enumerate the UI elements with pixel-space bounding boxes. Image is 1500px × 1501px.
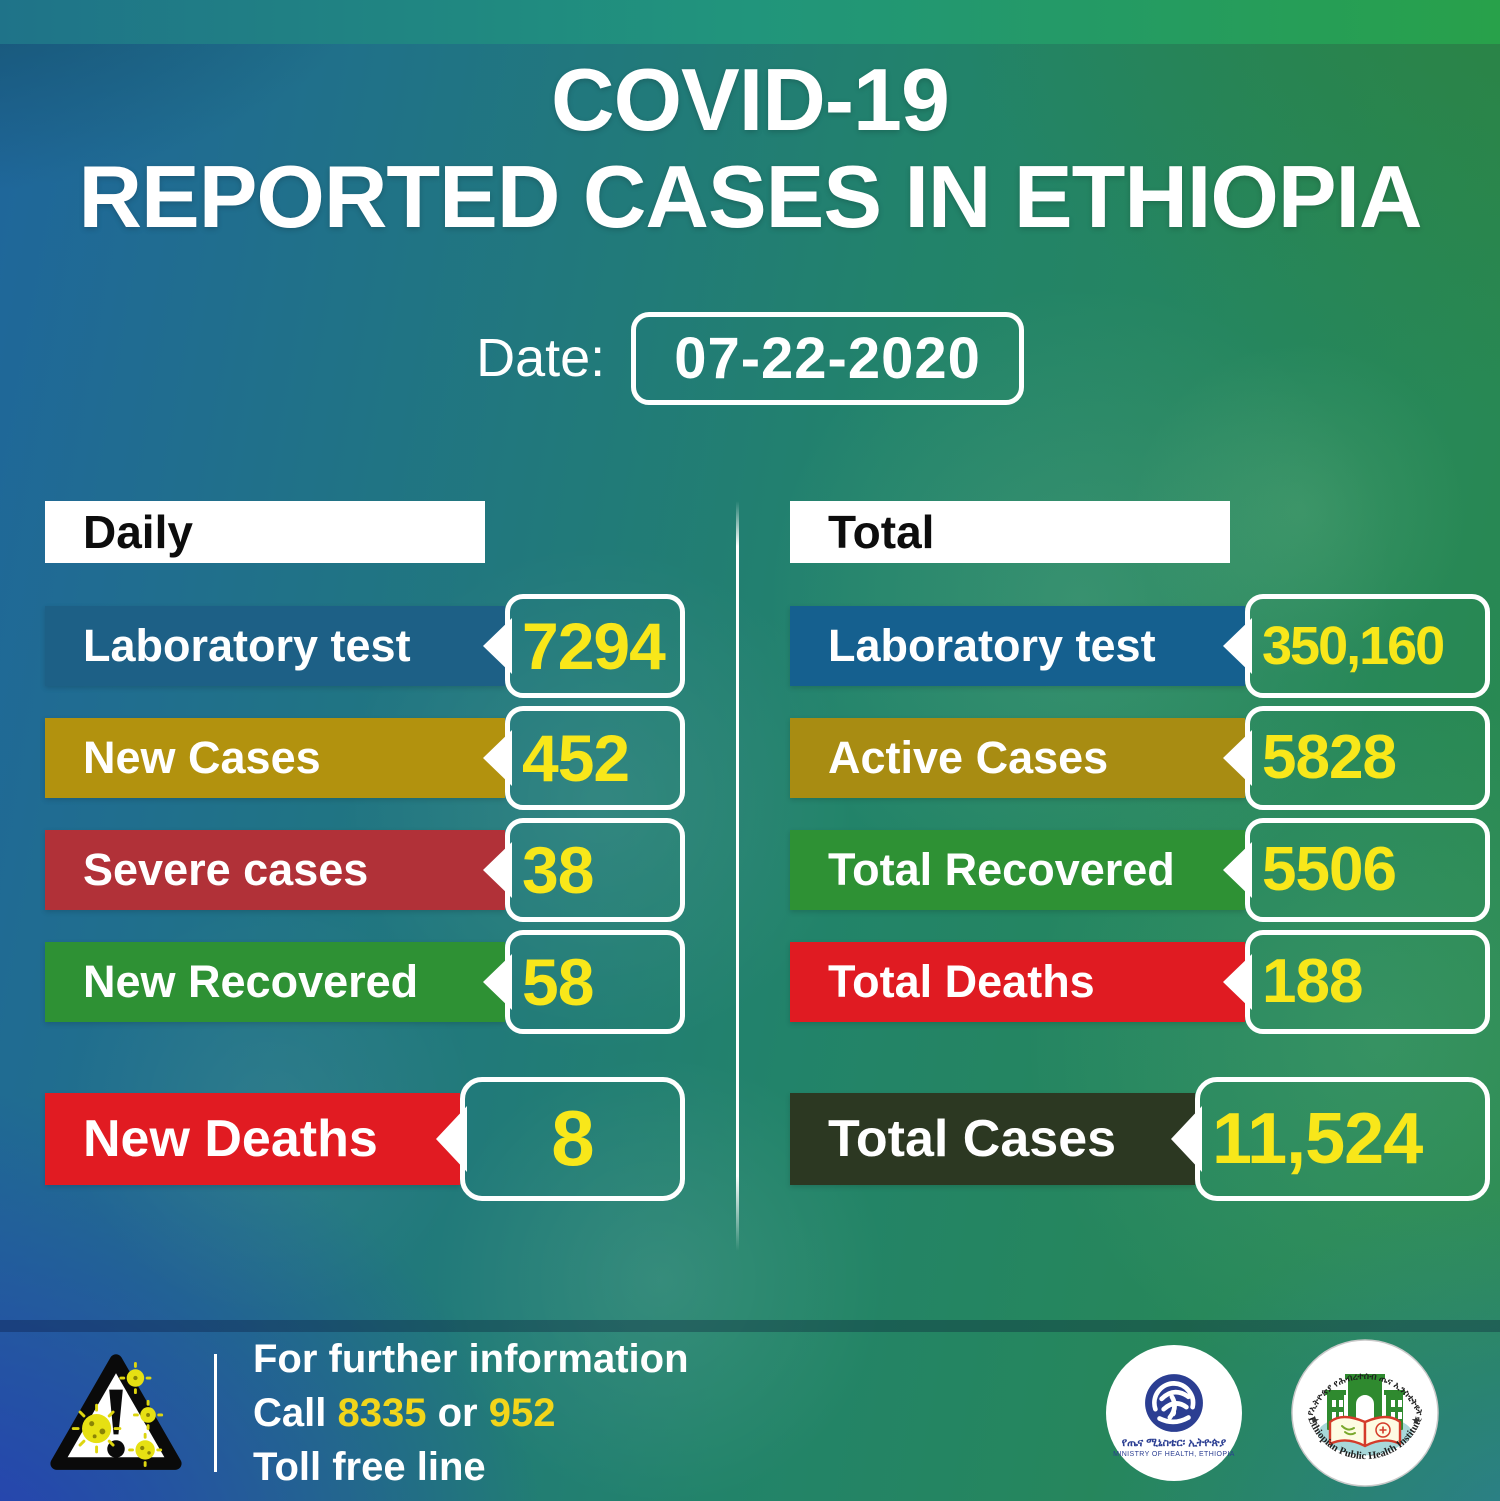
or-label: or: [437, 1390, 478, 1435]
stat-value-box: 38: [483, 817, 685, 922]
stat-bar: Laboratory test: [45, 605, 505, 686]
page-title: COVID-19 REPORTED CASES IN ETHIOPIA: [0, 0, 1500, 246]
footer-info-line1: For further information: [253, 1336, 689, 1381]
left-arrow-icon: [1171, 1105, 1202, 1172]
stat-value-box: 7294: [483, 593, 685, 698]
stat-row-total-lab-test: Laboratory test 350,160: [790, 593, 1490, 698]
title-line-2: REPORTED CASES IN ETHIOPIA: [78, 146, 1422, 246]
stat-row-daily-new-cases: New Cases 452: [45, 705, 685, 810]
stat-bar: Laboratory test: [790, 605, 1245, 686]
stat-row-total-cases: Total Cases 11,524: [790, 1076, 1490, 1201]
stat-value: 350,160: [1262, 615, 1445, 676]
stat-value: 11,524: [1212, 1098, 1423, 1179]
stat-label: Total Recovered: [828, 843, 1175, 895]
stat-value: 5506: [1262, 835, 1397, 905]
left-arrow-icon: [1223, 617, 1252, 674]
stat-bar: New Recovered: [45, 941, 505, 1022]
stat-value-box: 11,524: [1171, 1076, 1490, 1201]
stat-value: 8: [551, 1094, 594, 1183]
stat-value: 5828: [1262, 723, 1397, 793]
date-row: Date: 07-22-2020: [0, 311, 1500, 405]
stat-label: New Deaths: [83, 1109, 378, 1168]
moh-amharic-text: የጤና ሚኒስቴር፡ ኢትዮጵያ: [1121, 1436, 1227, 1449]
stat-value: 58: [522, 944, 594, 1019]
stat-value: 7294: [522, 608, 666, 683]
ephi-logo: የኢትዮጵያ የሕብረተሰብ ጤና ኢንስቲትዩት Ethiopian Publ…: [1290, 1338, 1440, 1488]
footer-info-line3: Toll free line: [253, 1444, 486, 1489]
title-line-1: COVID-19: [551, 50, 950, 149]
stat-value-box: 5506: [1223, 817, 1490, 922]
moh-english-text: MINISTRY OF HEALTH, ETHIOPIA: [1113, 1450, 1235, 1458]
total-column: Total Laboratory test 350,160 Active Cas…: [790, 500, 1490, 1251]
stat-value-box: 8: [436, 1076, 685, 1201]
virus-warning-icon: [48, 1350, 184, 1476]
stat-value-box: 452: [483, 705, 685, 810]
footer-logos: የጤና ሚኒስቴር፡ ኢትዮጵያ MINISTRY OF HEALTH, ETH…: [1106, 1338, 1440, 1488]
daily-rows: Laboratory test 7294 New Cases 452: [45, 593, 685, 1201]
stat-label: Total Deaths: [828, 955, 1095, 1007]
stat-value: 38: [522, 832, 594, 907]
stat-bar: Total Cases: [790, 1092, 1195, 1185]
column-divider: [736, 500, 739, 1251]
daily-column: Daily Laboratory test 7294 New Cases: [45, 500, 685, 1251]
stats-columns: Daily Laboratory test 7294 New Cases: [0, 500, 1500, 1251]
left-arrow-icon: [1223, 953, 1252, 1010]
stat-value-box: 188: [1223, 929, 1490, 1034]
ministry-of-health-logo: የጤና ሚኒስቴር፡ ኢትዮጵያ MINISTRY OF HEALTH, ETH…: [1106, 1344, 1242, 1481]
daily-heading: Daily: [45, 500, 485, 563]
moh-emblem-icon: [1145, 1373, 1203, 1432]
stat-label: Laboratory test: [828, 619, 1156, 671]
stat-value: 188: [1262, 947, 1363, 1017]
stat-label: New Cases: [83, 731, 321, 783]
stat-row-total-recovered: Total Recovered 5506: [790, 817, 1490, 922]
stat-bar: Severe cases: [45, 829, 505, 910]
left-arrow-icon: [436, 1105, 467, 1172]
stat-value-box: 350,160: [1223, 593, 1490, 698]
phone-number-2: 952: [488, 1390, 556, 1435]
left-arrow-icon: [483, 953, 512, 1010]
stat-bar: New Deaths: [45, 1092, 460, 1185]
call-label: Call: [253, 1390, 327, 1435]
stat-bar: Total Deaths: [790, 941, 1245, 1022]
footer-info-text: For further information Call 8335 or 952…: [253, 1332, 689, 1494]
total-rows: Laboratory test 350,160 Active Cases 582…: [790, 593, 1490, 1201]
stat-row-active-cases: Active Cases 5828: [790, 705, 1490, 810]
left-arrow-icon: [1223, 729, 1252, 786]
footer-divider: [214, 1353, 217, 1472]
left-arrow-icon: [483, 729, 512, 786]
column-gap: [685, 500, 790, 1251]
phone-number-1: 8335: [337, 1390, 427, 1435]
date-value-box: 07-22-2020: [631, 311, 1024, 405]
total-heading: Total: [790, 500, 1230, 563]
stat-row-total-deaths: Total Deaths 188: [790, 929, 1490, 1034]
stat-label: Active Cases: [828, 731, 1109, 783]
stat-label: Severe cases: [83, 843, 369, 895]
left-arrow-icon: [483, 617, 512, 674]
stat-value-box: 5828: [1223, 705, 1490, 810]
ephi-star-left: ★: [1310, 1415, 1320, 1427]
stat-bar: New Cases: [45, 717, 505, 798]
left-arrow-icon: [1223, 841, 1252, 898]
stat-row-daily-new-recovered: New Recovered 58: [45, 929, 685, 1034]
stat-value-box: 58: [483, 929, 685, 1034]
stat-label: New Recovered: [83, 955, 419, 1007]
footer-call-line: Call 8335 or 952: [253, 1386, 689, 1440]
ephi-star-right: ★: [1411, 1415, 1421, 1427]
stat-value: 452: [522, 720, 630, 795]
stat-row-daily-severe-cases: Severe cases 38: [45, 817, 685, 922]
left-arrow-icon: [483, 841, 512, 898]
stat-bar: Active Cases: [790, 717, 1245, 798]
stat-bar: Total Recovered: [790, 829, 1245, 910]
footer: For further information Call 8335 or 952…: [0, 1320, 1500, 1501]
stat-label: Total Cases: [828, 1109, 1117, 1168]
stat-row-new-deaths: New Deaths 8: [45, 1076, 685, 1201]
top-accent-strip: [0, 0, 1500, 44]
date-label: Date:: [476, 328, 606, 389]
stat-row-daily-lab-test: Laboratory test 7294: [45, 593, 685, 698]
stat-label: Laboratory test: [83, 619, 411, 671]
